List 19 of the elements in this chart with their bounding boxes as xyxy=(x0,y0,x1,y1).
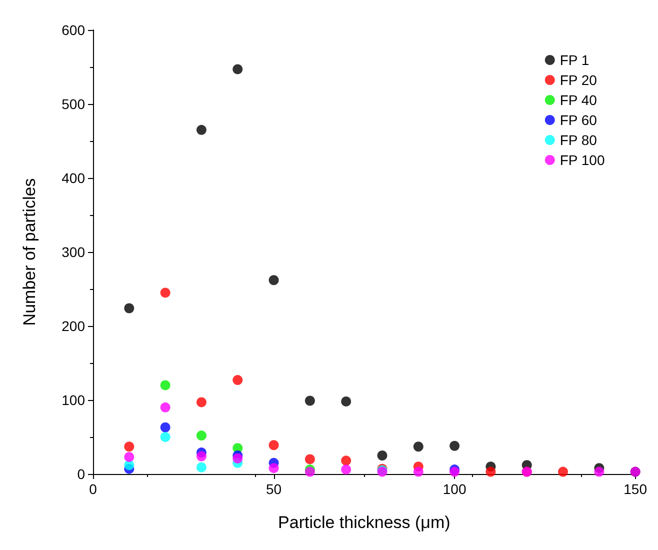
y-tick-label: 600 xyxy=(62,22,86,38)
y-tick-label: 300 xyxy=(62,244,86,260)
legend-label: FP 80 xyxy=(560,132,598,148)
x-tick-label: 0 xyxy=(89,481,98,497)
y-axis-title: Number of particles xyxy=(20,178,39,326)
legend-label: FP 20 xyxy=(560,72,598,88)
x-tick-label: 100 xyxy=(442,481,466,497)
y-tick-label: 100 xyxy=(62,392,86,408)
y-tick-label: 500 xyxy=(62,96,86,112)
legend-label: FP 40 xyxy=(560,92,598,108)
x-tick-label: 150 xyxy=(624,481,648,497)
legend-label: FP 60 xyxy=(560,112,598,128)
legend-label: FP 100 xyxy=(560,152,605,168)
y-tick-label: 400 xyxy=(62,170,86,186)
y-tick-label: 0 xyxy=(77,466,86,482)
x-axis-title: Particle thickness (μm) xyxy=(278,513,450,532)
x-tick-label: 50 xyxy=(266,481,282,497)
y-tick-label: 200 xyxy=(62,318,86,334)
legend-label: FP 1 xyxy=(560,52,590,68)
